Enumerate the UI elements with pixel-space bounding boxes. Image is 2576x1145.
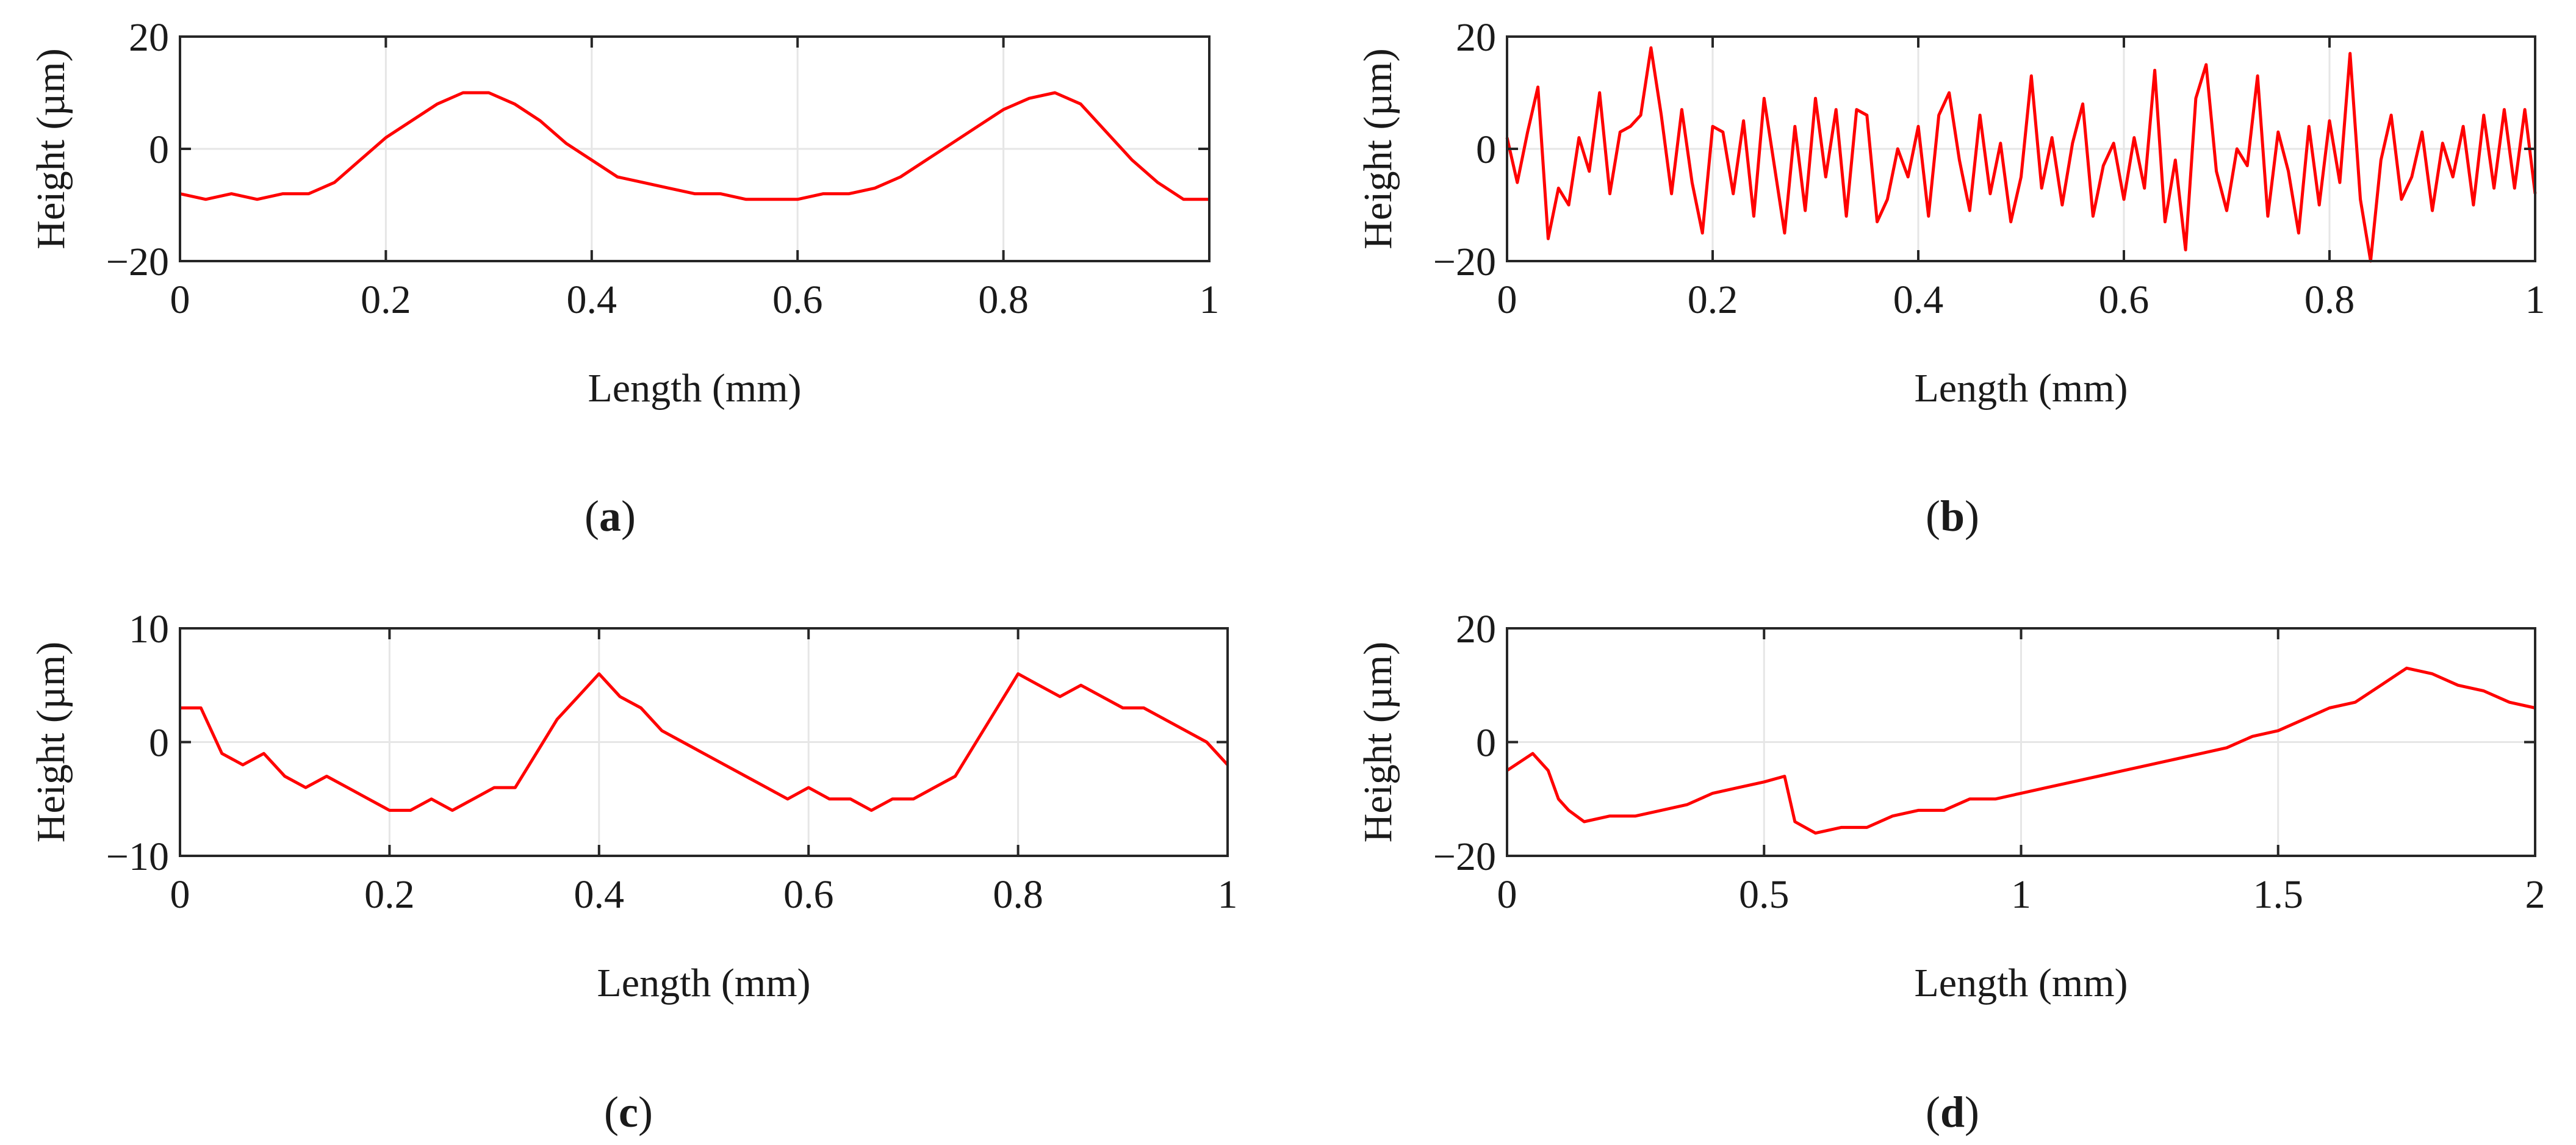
- x-axis-label: Length (mm): [1914, 961, 2128, 1005]
- x-tick-label: 0.4: [567, 278, 617, 322]
- y-axis-label: Height (µm): [29, 642, 73, 842]
- panel-label-c: (c): [604, 1088, 653, 1136]
- x-tick-label: 1: [1200, 278, 1220, 322]
- series-line-b: [1505, 46, 2537, 263]
- x-axis-label: Length (mm): [588, 366, 801, 411]
- x-tick-label: 0.8: [993, 872, 1043, 917]
- y-axis-label: Height (µm): [1356, 48, 1400, 249]
- panel-label-d: (d): [1926, 1088, 1979, 1136]
- y-tick-label: 0: [1476, 721, 1496, 766]
- y-tick-label: 20: [1456, 607, 1496, 651]
- x-tick-label: 0: [1497, 278, 1517, 322]
- x-tick-label: 0.2: [1688, 278, 1738, 322]
- panel-label-b: (b): [1926, 492, 1979, 540]
- y-tick-label: 0: [149, 127, 169, 172]
- x-tick-label: 1: [2011, 872, 2031, 917]
- series-line-a: [179, 91, 1209, 201]
- x-tick-label: 0.2: [361, 278, 411, 322]
- x-tick-label: 0: [1497, 872, 1517, 917]
- y-tick-label: −10: [106, 835, 169, 879]
- x-tick-label: 1.5: [2253, 872, 2304, 917]
- x-tick-label: 0.6: [772, 278, 823, 322]
- x-tick-label: 0.4: [574, 872, 625, 917]
- series-line-d: [1506, 666, 2536, 835]
- y-tick-label: 20: [1456, 15, 1496, 60]
- y-axis-label: Height (µm): [1356, 642, 1400, 842]
- y-tick-label: 0: [1476, 127, 1496, 172]
- x-tick-label: 0.6: [783, 872, 834, 917]
- x-tick-label: 1: [2525, 278, 2545, 322]
- y-axis-label: Height (µm): [29, 48, 73, 249]
- x-tick-label: 0: [170, 278, 190, 322]
- x-tick-label: 0.8: [978, 278, 1029, 322]
- panel-label-a: (a): [585, 492, 636, 540]
- y-tick-label: −20: [1433, 835, 1496, 879]
- x-tick-label: 0: [170, 872, 190, 917]
- y-tick-label: 20: [129, 15, 169, 60]
- y-tick-label: 0: [149, 721, 169, 766]
- y-tick-label: −20: [1433, 240, 1496, 284]
- x-tick-label: 0.6: [2099, 278, 2150, 322]
- x-tick-label: 0.2: [364, 872, 415, 917]
- x-axis-label: Length (mm): [1914, 366, 2128, 411]
- x-tick-label: 0.8: [2304, 278, 2355, 322]
- y-tick-label: −20: [106, 240, 169, 284]
- x-tick-label: 2: [2525, 872, 2545, 917]
- y-tick-label: 10: [129, 607, 169, 651]
- x-axis-label: Length (mm): [597, 961, 810, 1005]
- series-line-c: [180, 672, 1229, 812]
- x-tick-label: 0.4: [1893, 278, 1944, 322]
- x-tick-label: 1: [1218, 872, 1238, 917]
- x-tick-label: 0.5: [1739, 872, 1790, 917]
